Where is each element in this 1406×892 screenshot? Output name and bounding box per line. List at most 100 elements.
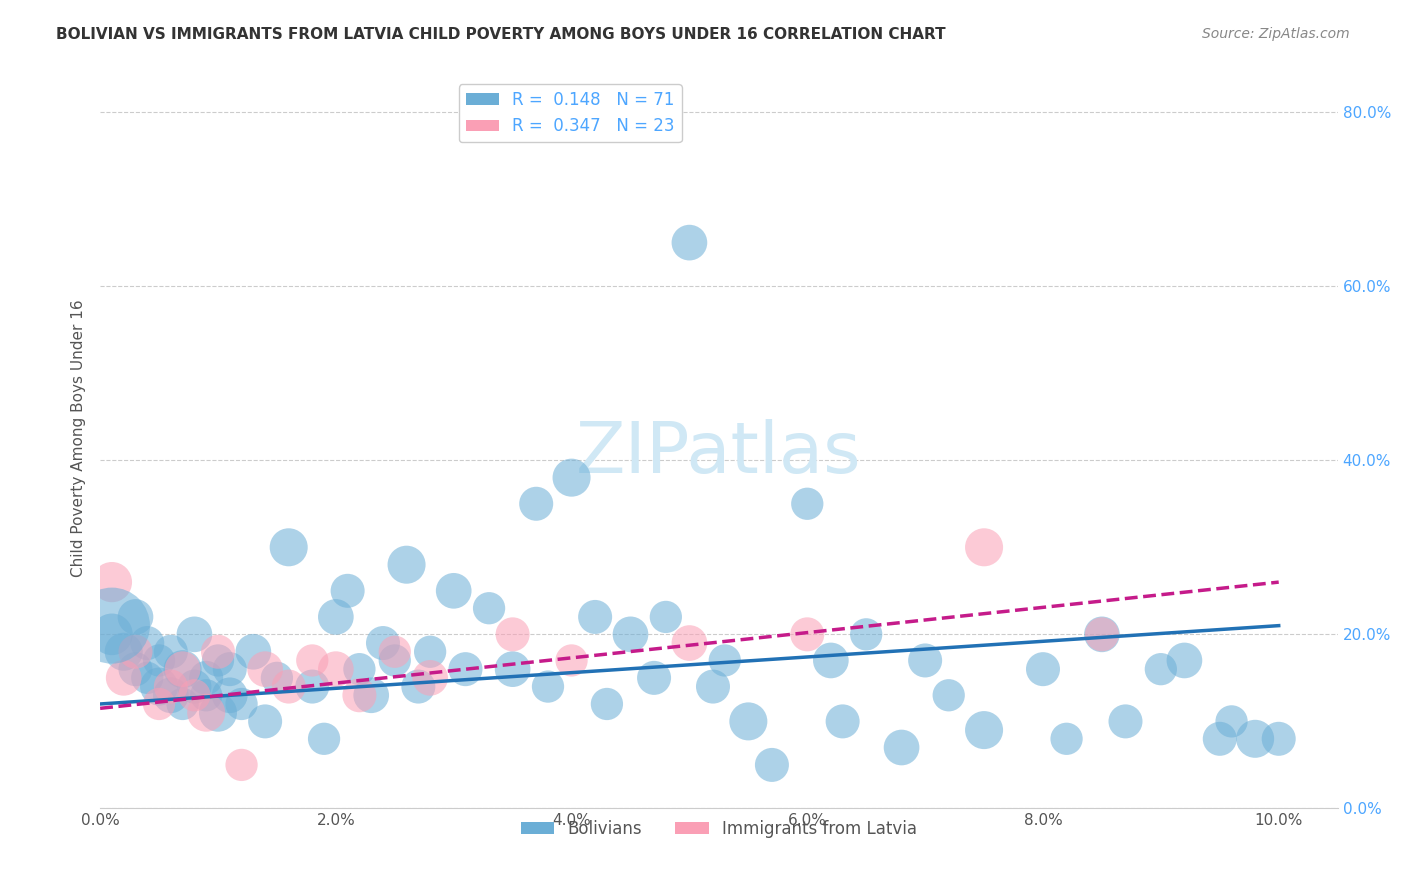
Point bbox=[101, 618, 124, 632]
Point bbox=[914, 653, 936, 667]
Point bbox=[478, 601, 501, 615]
Point bbox=[796, 497, 818, 511]
Point bbox=[419, 645, 441, 659]
Point bbox=[101, 575, 124, 590]
Point bbox=[231, 758, 253, 772]
Point bbox=[312, 731, 335, 746]
Point bbox=[737, 714, 759, 729]
Point bbox=[619, 627, 641, 641]
Point bbox=[195, 671, 218, 685]
Point bbox=[112, 645, 135, 659]
Point bbox=[561, 653, 583, 667]
Point bbox=[408, 680, 430, 694]
Text: Source: ZipAtlas.com: Source: ZipAtlas.com bbox=[1202, 27, 1350, 41]
Point bbox=[136, 636, 159, 650]
Point bbox=[207, 653, 229, 667]
Text: ZIPatlas: ZIPatlas bbox=[576, 418, 862, 488]
Point bbox=[596, 697, 619, 711]
Point bbox=[277, 680, 299, 694]
Point bbox=[1150, 662, 1173, 676]
Point bbox=[454, 662, 477, 676]
Y-axis label: Child Poverty Among Boys Under 16: Child Poverty Among Boys Under 16 bbox=[72, 300, 86, 577]
Point bbox=[1114, 714, 1136, 729]
Point bbox=[537, 680, 560, 694]
Point bbox=[301, 680, 323, 694]
Point bbox=[1173, 653, 1195, 667]
Point bbox=[678, 636, 700, 650]
Point bbox=[124, 610, 146, 624]
Point bbox=[325, 610, 347, 624]
Point bbox=[254, 662, 277, 676]
Point bbox=[124, 645, 146, 659]
Point bbox=[419, 671, 441, 685]
Point bbox=[124, 662, 146, 676]
Point bbox=[172, 697, 194, 711]
Point bbox=[1056, 731, 1078, 746]
Point bbox=[502, 627, 524, 641]
Point bbox=[183, 688, 205, 702]
Point bbox=[384, 645, 406, 659]
Point bbox=[160, 688, 183, 702]
Point bbox=[349, 688, 371, 702]
Point bbox=[678, 235, 700, 250]
Point bbox=[371, 636, 394, 650]
Point bbox=[195, 688, 218, 702]
Point bbox=[325, 662, 347, 676]
Point bbox=[713, 653, 735, 667]
Point bbox=[973, 723, 995, 737]
Point bbox=[207, 706, 229, 720]
Legend: Bolivians, Immigrants from Latvia: Bolivians, Immigrants from Latvia bbox=[515, 814, 924, 845]
Point bbox=[938, 688, 960, 702]
Point bbox=[820, 653, 842, 667]
Point bbox=[195, 706, 218, 720]
Point bbox=[384, 653, 406, 667]
Point bbox=[266, 671, 288, 685]
Point bbox=[855, 627, 877, 641]
Point bbox=[1091, 627, 1114, 641]
Point bbox=[796, 627, 818, 641]
Point bbox=[1267, 731, 1289, 746]
Point bbox=[1220, 714, 1243, 729]
Point bbox=[172, 662, 194, 676]
Point bbox=[1209, 731, 1232, 746]
Point bbox=[148, 653, 170, 667]
Point bbox=[148, 680, 170, 694]
Point bbox=[973, 541, 995, 555]
Point bbox=[231, 697, 253, 711]
Point bbox=[301, 653, 323, 667]
Point bbox=[218, 688, 240, 702]
Point bbox=[349, 662, 371, 676]
Point bbox=[172, 662, 194, 676]
Point bbox=[183, 627, 205, 641]
Point bbox=[112, 671, 135, 685]
Point bbox=[1244, 731, 1267, 746]
Point bbox=[395, 558, 418, 572]
Point bbox=[101, 627, 124, 641]
Point bbox=[702, 680, 724, 694]
Point bbox=[336, 583, 359, 598]
Point bbox=[148, 697, 170, 711]
Point bbox=[183, 680, 205, 694]
Point bbox=[136, 671, 159, 685]
Point bbox=[277, 541, 299, 555]
Point bbox=[242, 645, 264, 659]
Point bbox=[643, 671, 665, 685]
Point bbox=[890, 740, 912, 755]
Point bbox=[561, 470, 583, 484]
Point bbox=[524, 497, 547, 511]
Point bbox=[160, 645, 183, 659]
Point bbox=[218, 662, 240, 676]
Point bbox=[1091, 627, 1114, 641]
Point bbox=[761, 758, 783, 772]
Point bbox=[502, 662, 524, 676]
Point bbox=[831, 714, 853, 729]
Point bbox=[443, 583, 465, 598]
Point bbox=[360, 688, 382, 702]
Point bbox=[655, 610, 678, 624]
Point bbox=[254, 714, 277, 729]
Point bbox=[160, 680, 183, 694]
Point bbox=[207, 645, 229, 659]
Text: BOLIVIAN VS IMMIGRANTS FROM LATVIA CHILD POVERTY AMONG BOYS UNDER 16 CORRELATION: BOLIVIAN VS IMMIGRANTS FROM LATVIA CHILD… bbox=[56, 27, 946, 42]
Point bbox=[1032, 662, 1054, 676]
Point bbox=[583, 610, 606, 624]
